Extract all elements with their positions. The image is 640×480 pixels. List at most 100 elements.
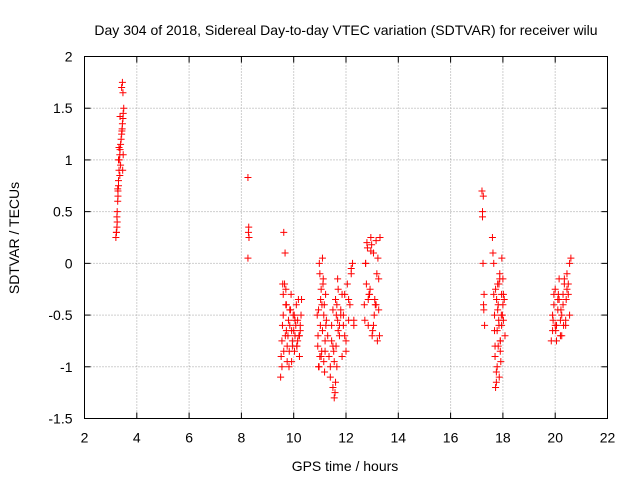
data-point <box>566 259 574 267</box>
data-point <box>322 316 330 324</box>
data-point <box>553 337 561 345</box>
data-point <box>279 311 287 319</box>
data-point <box>373 270 381 278</box>
data-point <box>499 290 507 298</box>
data-point <box>315 259 323 267</box>
x-tick-label: 22 <box>600 430 616 446</box>
data-point <box>494 306 502 314</box>
data-point <box>325 352 333 360</box>
data-point <box>286 321 294 329</box>
data-point <box>374 254 382 262</box>
data-point <box>315 363 323 371</box>
data-point <box>282 301 290 309</box>
data-point <box>326 363 334 371</box>
data-point <box>293 342 301 350</box>
data-point <box>112 234 120 241</box>
data-point <box>317 296 325 304</box>
data-point <box>362 280 370 288</box>
data-point <box>278 321 286 329</box>
x-tick-label: 20 <box>547 430 563 446</box>
data-point <box>361 316 369 324</box>
data-point <box>283 358 291 366</box>
data-point <box>563 285 571 293</box>
data-point <box>332 378 340 386</box>
data-point <box>328 337 336 345</box>
data-series-sdtvar <box>112 78 575 402</box>
data-point <box>495 316 503 324</box>
data-point <box>314 342 322 350</box>
data-point <box>480 290 488 298</box>
data-point <box>479 192 487 200</box>
data-point <box>332 296 340 304</box>
data-point <box>282 285 290 293</box>
data-point <box>562 296 570 304</box>
data-point <box>362 259 370 267</box>
data-point <box>328 321 336 329</box>
x-tick-label: 14 <box>391 430 407 446</box>
data-point <box>279 290 287 298</box>
data-point <box>329 342 337 350</box>
data-point <box>376 234 384 241</box>
data-point <box>496 347 504 355</box>
data-point <box>562 316 570 324</box>
data-point <box>333 301 341 309</box>
data-point <box>493 296 501 304</box>
data-point <box>324 332 332 340</box>
data-point <box>366 285 374 293</box>
data-point <box>489 249 497 257</box>
data-point <box>322 290 330 298</box>
data-point <box>550 301 558 309</box>
data-point <box>367 234 375 241</box>
data-point <box>284 316 292 324</box>
data-point <box>318 347 326 355</box>
data-point <box>290 311 298 319</box>
data-point <box>501 332 509 340</box>
data-point <box>499 301 507 309</box>
data-point <box>319 275 327 283</box>
data-point <box>549 316 557 324</box>
data-point <box>114 185 122 193</box>
data-point <box>334 285 342 293</box>
data-point <box>375 332 383 340</box>
data-point <box>338 352 346 360</box>
data-point <box>500 296 508 304</box>
data-point <box>318 254 326 262</box>
data-point <box>368 332 376 340</box>
chart-title: Day 304 of 2018, Sidereal Day-to-day VTE… <box>94 22 597 38</box>
data-point <box>330 358 338 366</box>
data-point <box>116 171 124 179</box>
axis-ticks: 2 4 6 8 10 12 14 16 18 20 22 -1.5 -1 -0.5 0 0.5 1 1.5 2 <box>48 49 615 446</box>
data-point <box>564 280 572 288</box>
data-point <box>337 306 345 314</box>
data-point <box>567 254 575 262</box>
data-point <box>349 259 357 267</box>
data-point <box>560 275 568 283</box>
data-point <box>329 383 337 391</box>
data-point <box>367 247 375 255</box>
data-point <box>330 347 338 355</box>
data-point <box>494 342 502 350</box>
y-tick-label: 1.5 <box>53 100 73 116</box>
data-point <box>478 187 486 195</box>
data-point <box>119 166 127 174</box>
data-point <box>479 259 487 267</box>
data-point <box>373 337 381 345</box>
data-point <box>343 280 351 288</box>
data-point <box>120 104 128 112</box>
y-tick-label: 1 <box>65 152 73 168</box>
data-point <box>298 296 306 304</box>
y-axis-label: SDTVAR / TECUs <box>6 182 22 294</box>
data-point <box>286 306 294 314</box>
data-point <box>118 120 126 128</box>
data-point <box>329 306 337 314</box>
data-point <box>345 296 353 304</box>
data-point <box>288 327 296 335</box>
data-point <box>278 337 286 345</box>
data-point <box>281 249 289 257</box>
data-point <box>279 280 287 288</box>
data-point <box>287 290 295 298</box>
data-point <box>492 285 500 293</box>
data-point <box>244 254 252 262</box>
data-point <box>116 112 124 120</box>
